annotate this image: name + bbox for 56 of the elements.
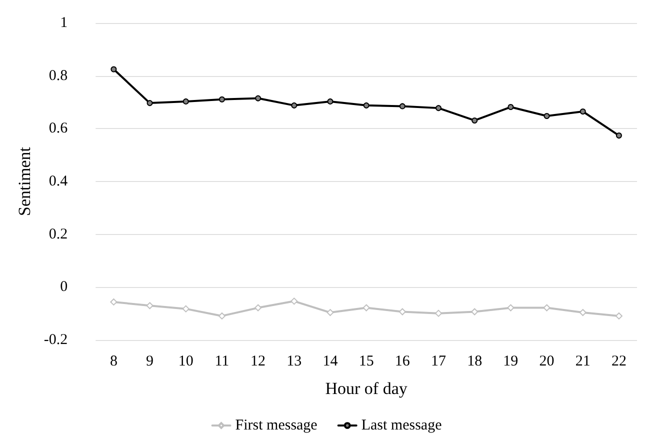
point — [110, 66, 117, 72]
x-tick-label: 22 — [611, 354, 626, 370]
y-axis-title: Sentiment — [15, 146, 34, 216]
point — [543, 304, 550, 312]
x-tick-label: 13 — [286, 354, 302, 370]
point — [146, 100, 153, 106]
point — [146, 302, 154, 310]
point — [363, 102, 370, 108]
legend-label: First message — [235, 418, 318, 434]
point — [507, 304, 514, 312]
x-tick-label: 10 — [178, 354, 194, 370]
point — [471, 308, 478, 316]
y-tick-label: -0.2 — [44, 332, 68, 348]
point — [218, 312, 226, 320]
x-tick-label: 18 — [467, 354, 482, 370]
point — [182, 305, 190, 312]
x-tick-label: 12 — [250, 354, 266, 370]
x-tick-label: 9 — [146, 354, 154, 370]
legend-label: Last message — [361, 418, 442, 434]
point — [255, 95, 262, 102]
point — [398, 308, 406, 316]
y-tick-label: 0.8 — [48, 68, 68, 84]
x-axis-title: Hour of day — [325, 379, 408, 398]
point — [110, 298, 118, 306]
y-tick-label: 0.4 — [48, 174, 68, 190]
point — [218, 96, 225, 102]
x-tick-label: 20 — [539, 354, 554, 370]
point — [616, 132, 622, 139]
x-tick-label: 8 — [110, 354, 118, 370]
point — [615, 312, 622, 320]
x-tick-label: 21 — [575, 354, 590, 370]
y-tick-label: 1 — [60, 15, 68, 31]
point — [326, 309, 334, 316]
point — [290, 298, 298, 305]
x-tick-label: 17 — [431, 354, 447, 370]
point — [508, 104, 514, 110]
x-tick-label: 15 — [358, 354, 374, 370]
point — [399, 103, 406, 110]
point — [435, 310, 442, 317]
y-tick-label: 0 — [60, 279, 68, 296]
point — [544, 112, 550, 119]
point — [436, 105, 442, 112]
x-tick-label: 11 — [214, 354, 230, 370]
point — [580, 108, 586, 114]
y-tick-label: 0.6 — [48, 120, 68, 137]
y-tick-label: 0.2 — [48, 226, 68, 242]
point — [254, 304, 262, 312]
point — [579, 309, 586, 316]
x-tick-label: 14 — [322, 354, 338, 370]
point — [472, 117, 478, 124]
point — [362, 304, 370, 312]
point — [182, 98, 189, 104]
x-tick-label: 19 — [503, 354, 518, 370]
x-tick-label: 16 — [394, 354, 410, 370]
point — [327, 98, 334, 104]
point — [291, 102, 298, 108]
